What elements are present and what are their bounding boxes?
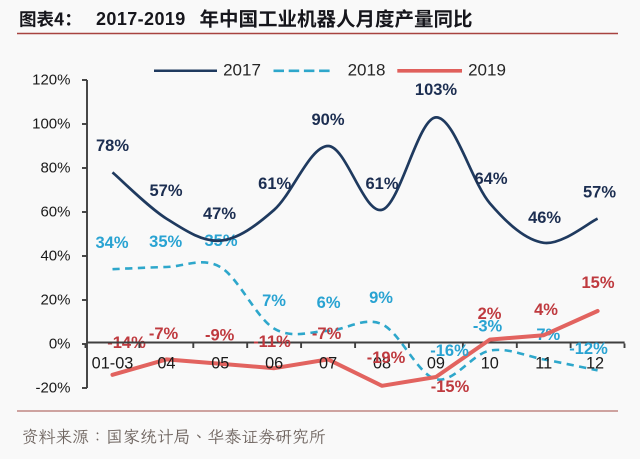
svg-text:7%: 7% bbox=[262, 292, 286, 310]
svg-text:35%: 35% bbox=[149, 233, 182, 251]
svg-text:2018: 2018 bbox=[348, 60, 386, 79]
svg-text:103%: 103% bbox=[415, 81, 458, 99]
svg-text:57%: 57% bbox=[583, 184, 616, 202]
svg-text:47%: 47% bbox=[203, 205, 236, 223]
svg-text:0%: 0% bbox=[49, 336, 71, 353]
svg-text:-7%: -7% bbox=[312, 325, 342, 343]
svg-text:10: 10 bbox=[481, 355, 499, 373]
svg-text:-3%: -3% bbox=[473, 317, 503, 335]
svg-text:09: 09 bbox=[427, 355, 445, 373]
svg-text:-16%: -16% bbox=[430, 342, 469, 360]
svg-text:07: 07 bbox=[319, 355, 337, 373]
svg-text:6%: 6% bbox=[317, 294, 341, 312]
svg-text:12: 12 bbox=[586, 355, 604, 373]
svg-text:06: 06 bbox=[265, 355, 283, 373]
svg-text:4%: 4% bbox=[534, 301, 558, 319]
svg-text:-15%: -15% bbox=[431, 378, 470, 396]
svg-text:20%: 20% bbox=[40, 292, 70, 309]
svg-text:2017: 2017 bbox=[223, 60, 261, 79]
svg-text:05: 05 bbox=[211, 355, 229, 373]
svg-text:-9%: -9% bbox=[205, 326, 235, 344]
svg-text:40%: 40% bbox=[40, 248, 70, 265]
svg-text:-11%: -11% bbox=[253, 333, 291, 351]
svg-text:61%: 61% bbox=[258, 175, 291, 193]
svg-text:11: 11 bbox=[535, 355, 552, 373]
svg-text:15%: 15% bbox=[581, 274, 614, 292]
svg-text:61%: 61% bbox=[365, 175, 398, 193]
svg-text:-12%: -12% bbox=[569, 340, 608, 358]
svg-text:46%: 46% bbox=[528, 209, 561, 227]
svg-text:60%: 60% bbox=[40, 204, 70, 221]
svg-text:2017-2019: 2017-2019 bbox=[96, 9, 186, 29]
svg-text:100%: 100% bbox=[32, 116, 70, 133]
svg-text:80%: 80% bbox=[40, 160, 70, 177]
svg-text:-20%: -20% bbox=[35, 380, 70, 397]
svg-text:9%: 9% bbox=[369, 289, 393, 307]
svg-text:57%: 57% bbox=[149, 182, 182, 200]
svg-text:64%: 64% bbox=[474, 170, 507, 188]
svg-text:01-03: 01-03 bbox=[92, 355, 134, 373]
svg-text:2019: 2019 bbox=[468, 60, 506, 79]
svg-text:04: 04 bbox=[157, 355, 175, 373]
svg-text:34%: 34% bbox=[95, 234, 128, 252]
svg-text:-19%: -19% bbox=[367, 349, 406, 367]
svg-text:120%: 120% bbox=[32, 72, 70, 89]
svg-text:78%: 78% bbox=[96, 137, 129, 155]
svg-text:2%: 2% bbox=[478, 305, 502, 323]
svg-text:08: 08 bbox=[373, 355, 391, 373]
svg-text:90%: 90% bbox=[311, 111, 344, 129]
svg-text:-7%: -7% bbox=[149, 325, 179, 343]
